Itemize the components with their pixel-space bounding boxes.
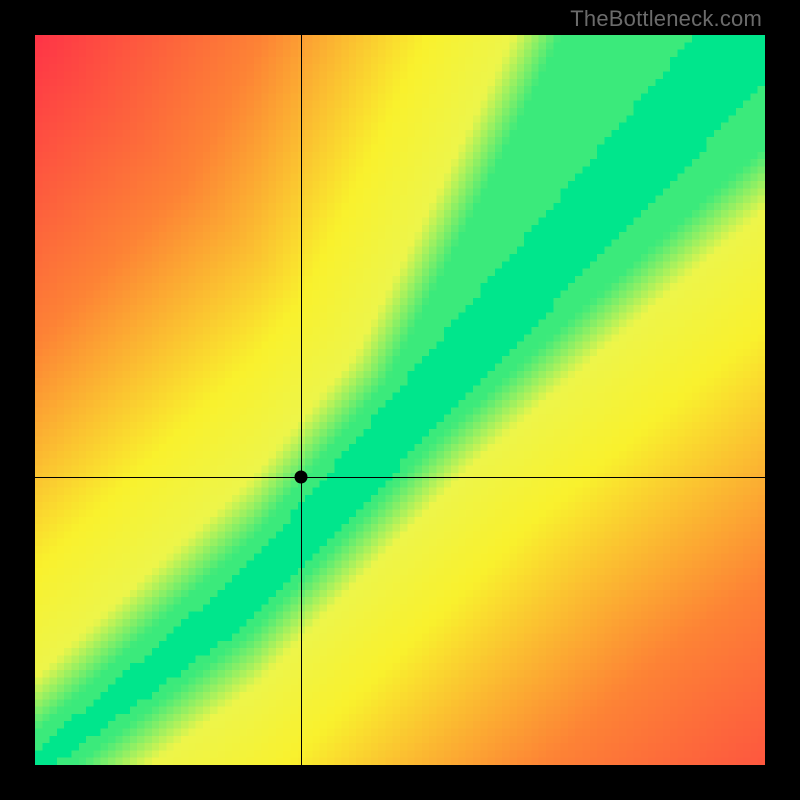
crosshair-vertical (301, 35, 302, 765)
marker-dot (295, 470, 308, 483)
crosshair-horizontal (35, 477, 765, 478)
watermark-text: TheBottleneck.com (570, 6, 762, 32)
heatmap-plot (35, 35, 765, 765)
heatmap-canvas (35, 35, 765, 765)
